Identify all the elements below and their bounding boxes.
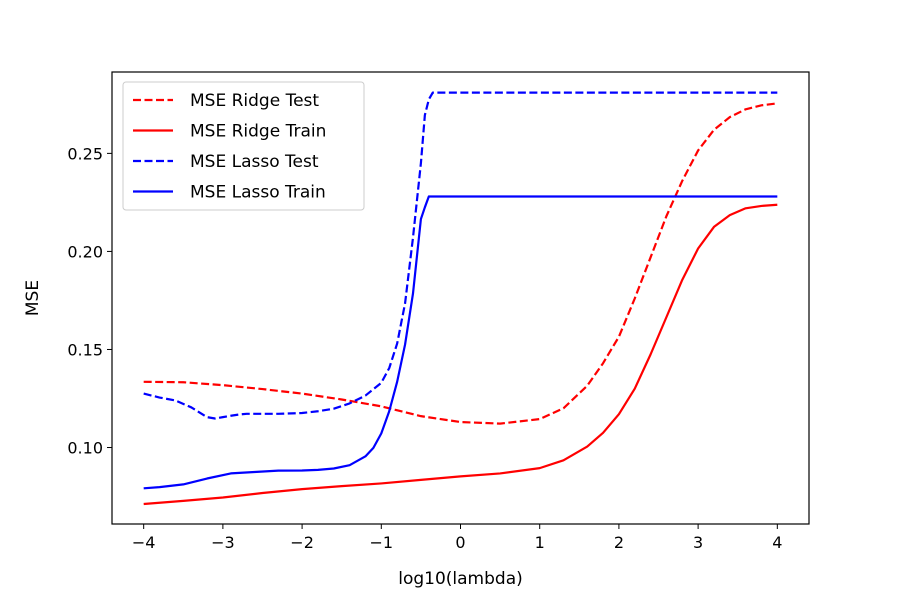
y-tick-label: 0.15	[67, 340, 103, 359]
y-axis-title: MSE	[23, 280, 43, 316]
series-layer	[143, 91, 778, 506]
x-tick-label: 4	[772, 533, 782, 552]
legend-label: MSE Lasso Test	[190, 152, 319, 172]
series-line-mse-ridge-train	[143, 203, 778, 506]
x-axis-title: log10(lambda)	[398, 569, 523, 589]
legend-label: MSE Ridge Train	[190, 122, 326, 142]
x-tick-label: −3	[211, 533, 235, 552]
y-tick-label: 0.10	[67, 439, 103, 458]
legend-label: MSE Ridge Test	[190, 91, 319, 111]
y-tick-label: 0.20	[67, 242, 103, 261]
x-tick-label: 1	[535, 533, 545, 552]
series-line-mse-lasso-train	[143, 195, 778, 490]
x-tick-label: 0	[455, 533, 465, 552]
x-tick-label: −1	[369, 533, 393, 552]
legend-label: MSE Lasso Train	[190, 183, 326, 203]
x-tick-label: 3	[693, 533, 703, 552]
x-tick-label: 2	[614, 533, 624, 552]
x-axis-ticks: −4 −3 −2 −1 0 1 2 3 4	[132, 524, 782, 552]
x-tick-label: −2	[290, 533, 314, 552]
y-tick-label: 0.25	[67, 144, 103, 163]
x-tick-label: −4	[132, 533, 156, 552]
series-line-mse-lasso-test	[143, 91, 778, 420]
y-axis-ticks: 0.10 0.15 0.20 0.25	[67, 144, 112, 458]
legend: MSE Ridge Test MSE Ridge Train MSE Lasso T…	[122, 81, 365, 211]
legend-box	[122, 81, 365, 211]
